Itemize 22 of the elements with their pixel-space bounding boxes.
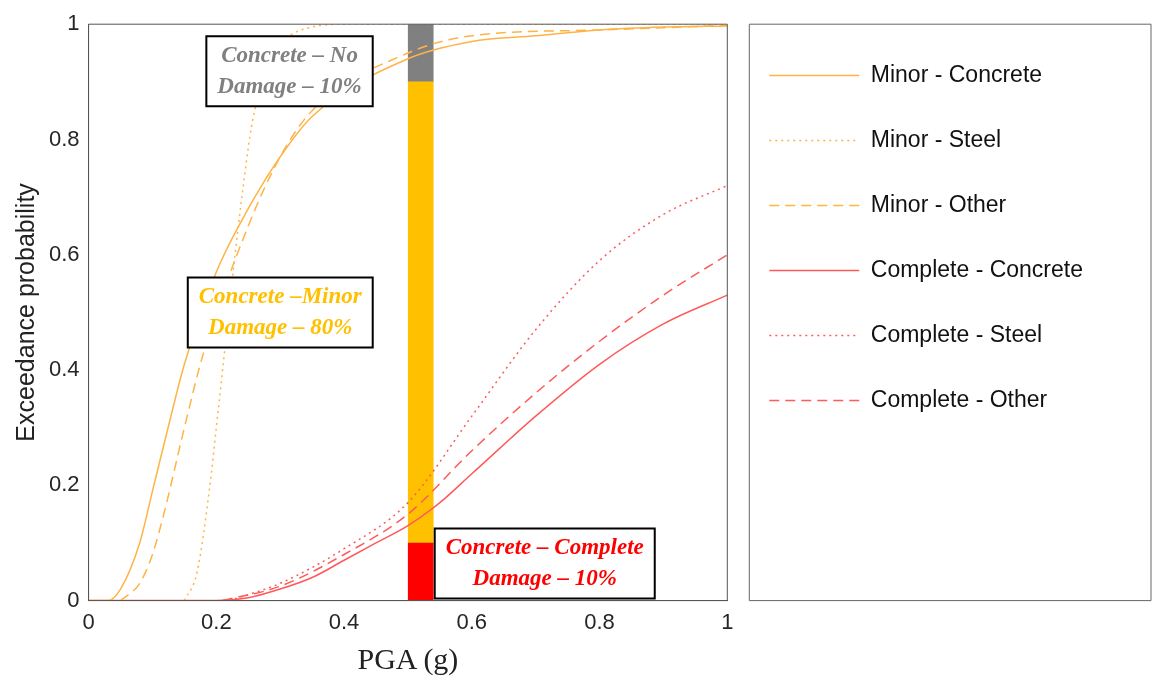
annotation: Concrete – Complete Damage – 10% [445,534,644,591]
legend-label: Minor - Steel [870,125,1002,152]
legend-label: Minor - Concrete [870,60,1043,87]
x-axis-title: PGA (g) [357,641,459,676]
x-tick-label: 1 [721,608,734,634]
x-tick-label: 0.2 [201,608,232,634]
y-tick-label: 0 [67,586,80,612]
annotation: Concrete – No Damage – 10% [216,41,362,98]
y-tick-label: 0.2 [48,471,80,497]
x-tick-label: 0.4 [328,608,360,634]
x-tick-label: 0.8 [584,608,615,634]
x-tick-label: 0.6 [456,608,488,634]
legend-label: Complete - Other [870,385,1048,412]
y-tick-label: 0.6 [48,240,80,266]
legend-label: Complete - Steel [870,320,1043,347]
y-axis-title: Exceedance probability [10,182,39,442]
annotation: Concrete –Minor Damage – 80% [198,282,363,339]
y-tick-label: 1 [67,10,80,36]
y-tick-label: 0.4 [48,356,80,382]
legend-label: Minor - Other [870,190,1007,217]
y-tick-label: 0.8 [48,125,80,151]
legend-label: Complete - Concrete [870,255,1083,282]
